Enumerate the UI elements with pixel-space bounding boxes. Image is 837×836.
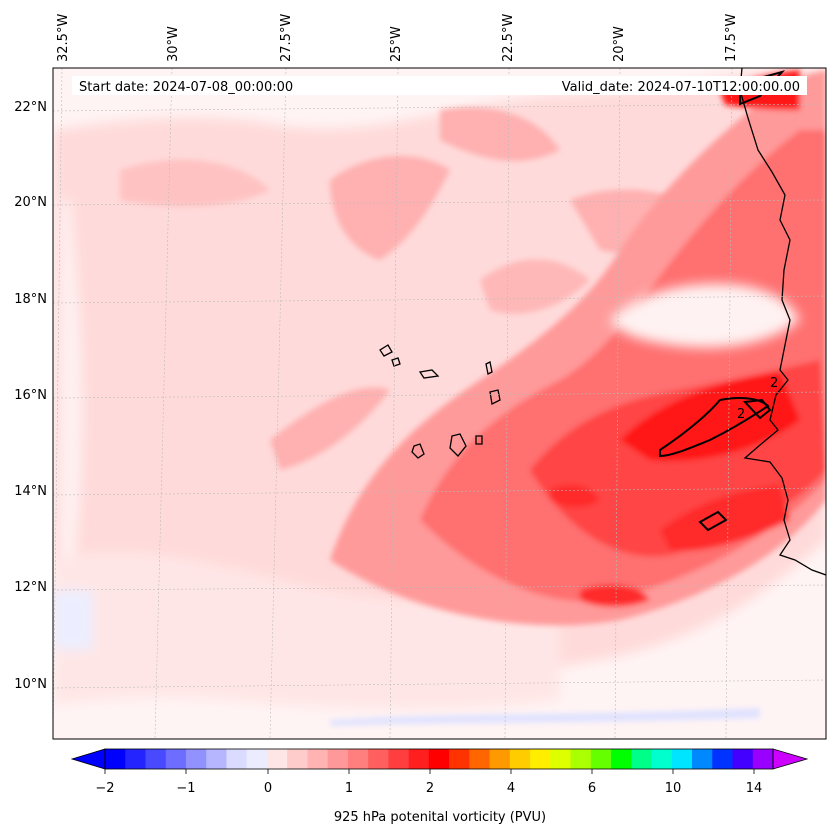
lon-label: 25°W bbox=[389, 26, 404, 62]
colorbar-cells bbox=[105, 749, 774, 769]
colorbar-tick-label: −2 bbox=[95, 781, 114, 796]
colorbar-frame bbox=[104, 748, 774, 770]
colorbar-tick-label: −1 bbox=[176, 781, 195, 796]
colorbar-cell bbox=[287, 749, 309, 769]
colorbar-cell bbox=[327, 749, 349, 769]
lon-label: 27.5°W bbox=[279, 14, 294, 62]
colorbar-cell bbox=[631, 749, 653, 769]
colorbar-cell bbox=[530, 749, 551, 769]
coastline-west-africa bbox=[739, 68, 826, 576]
colorbar-cell bbox=[307, 749, 329, 769]
colorbar-tick-label: 4 bbox=[507, 781, 515, 796]
colorbar-cell bbox=[671, 749, 693, 769]
colorbar-cell bbox=[712, 749, 734, 769]
lat-label: 20°N bbox=[14, 195, 47, 210]
header-strip bbox=[72, 76, 807, 95]
colorbar-cell bbox=[246, 749, 268, 769]
colorbar-cell bbox=[469, 749, 491, 769]
lon-label: 30°W bbox=[166, 26, 181, 62]
colorbar-cell bbox=[226, 749, 248, 769]
lon-label: 22.5°W bbox=[501, 14, 516, 62]
pv-low-region bbox=[60, 200, 800, 560]
start-date-label: Start date: 2024-07-08_00:00:00 bbox=[79, 80, 293, 95]
colorbar-tick-label: 0 bbox=[264, 781, 272, 796]
colorbar: −2 −1 0 1 2 4 6 10 14 925 hPa potenital vorticit… bbox=[70, 748, 809, 825]
colorbar-cell bbox=[611, 749, 632, 769]
lat-label: 16°N bbox=[14, 388, 47, 403]
colorbar-over-triangle bbox=[772, 748, 809, 770]
cape-verde-islands bbox=[379, 344, 501, 459]
lat-label: 18°N bbox=[14, 292, 47, 307]
lon-label: 17.5°W bbox=[724, 14, 739, 62]
colorbar-tick-label: 14 bbox=[746, 781, 763, 796]
map-panel: 2 2 Start date: 2024-07-08_00:00:00 Vali… bbox=[53, 68, 826, 739]
colorbar-cell bbox=[388, 749, 410, 769]
colorbar-cell bbox=[752, 749, 774, 769]
colorbar-tick-label: 6 bbox=[588, 781, 596, 796]
colorbar-cell bbox=[428, 749, 450, 769]
pv-negative-band bbox=[53, 590, 760, 726]
colorbar-cell bbox=[651, 749, 673, 769]
contour-label: 2 bbox=[737, 407, 745, 422]
colorbar-cell bbox=[570, 749, 592, 769]
colorbar-cell bbox=[449, 749, 470, 769]
lon-label: 32.5°W bbox=[56, 14, 71, 62]
colorbar-cell bbox=[105, 749, 126, 769]
colorbar-tick-label: 10 bbox=[665, 781, 682, 796]
lon-axis-labels: 32.5°W 30°W 27.5°W 25°W 22.5°W 20°W 17.5… bbox=[56, 14, 739, 62]
colorbar-cell bbox=[206, 749, 228, 769]
colorbar-tick-label: 1 bbox=[345, 781, 353, 796]
lat-label: 10°N bbox=[14, 677, 47, 692]
lon-label: 20°W bbox=[612, 26, 627, 62]
map-frame bbox=[52, 67, 827, 740]
colorbar-cell bbox=[125, 749, 147, 769]
colorbar-cell bbox=[590, 749, 612, 769]
colorbar-cell bbox=[145, 749, 167, 769]
colorbar-cell bbox=[489, 749, 511, 769]
colorbar-cell bbox=[692, 749, 713, 769]
lat-label: 12°N bbox=[14, 580, 47, 595]
contour-label: 2 bbox=[770, 376, 778, 391]
colorbar-title: 925 hPa potenital vorticity (PVU) bbox=[334, 810, 546, 825]
lat-label: 14°N bbox=[14, 484, 47, 499]
colorbar-cell bbox=[732, 749, 754, 769]
colorbar-cell bbox=[550, 749, 572, 769]
valid-date-label: Valid_date: 2024-07-10T12:00:00.00 bbox=[562, 80, 800, 95]
lat-label: 22°N bbox=[14, 100, 47, 115]
pv-plume bbox=[330, 70, 826, 626]
colorbar-cell bbox=[509, 749, 531, 769]
colorbar-cell bbox=[266, 749, 288, 769]
lat-axis-labels: 22°N 20°N 18°N 16°N 14°N 12°N 10°N bbox=[14, 100, 47, 692]
colorbar-cell bbox=[185, 749, 207, 769]
colorbar-ticks: −2 −1 0 1 2 4 6 10 14 bbox=[95, 769, 762, 796]
colorbar-tick-label: 2 bbox=[426, 781, 434, 796]
colorbar-under-triangle bbox=[70, 748, 106, 770]
colorbar-cell bbox=[347, 749, 369, 769]
colorbar-cell bbox=[368, 749, 389, 769]
colorbar-cell bbox=[408, 749, 430, 769]
gridlines bbox=[53, 68, 826, 739]
colorbar-cell bbox=[165, 749, 187, 769]
